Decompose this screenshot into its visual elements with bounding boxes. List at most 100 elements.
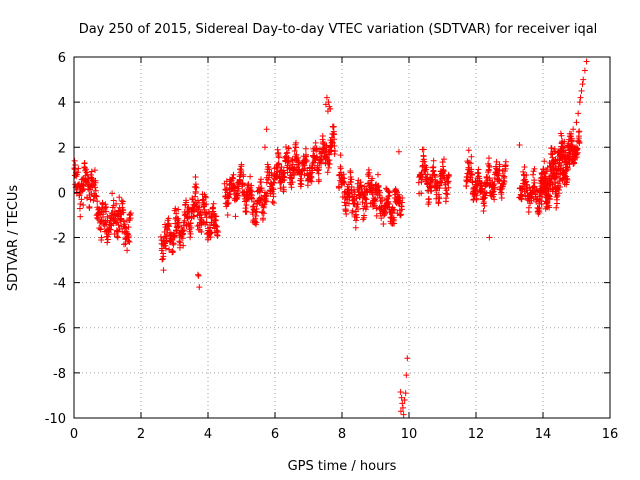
data-point [332, 148, 339, 155]
data-point [229, 174, 236, 181]
data-point [426, 183, 433, 190]
data-point [303, 157, 310, 164]
data-point [430, 168, 437, 175]
data-point [187, 230, 194, 237]
data-point [399, 404, 406, 411]
data-point [579, 81, 586, 88]
data-point [298, 181, 305, 188]
data-point [259, 208, 266, 215]
data-point [562, 149, 569, 156]
data-point [80, 182, 87, 189]
data-point [167, 235, 174, 242]
data-point [404, 355, 411, 362]
data-point [93, 193, 100, 200]
data-point [371, 196, 378, 203]
data-point [118, 197, 125, 204]
data-point [77, 201, 84, 208]
data-point [553, 204, 560, 211]
data-point [564, 176, 571, 183]
y-tick-label: -10 [45, 412, 66, 427]
data-point [87, 171, 94, 178]
data-point [302, 145, 309, 152]
data-point [259, 216, 266, 223]
data-point [424, 171, 431, 178]
data-point [302, 153, 309, 160]
data-point [328, 147, 335, 154]
data-point [270, 199, 277, 206]
data-point [160, 267, 167, 274]
data-point [501, 173, 508, 180]
data-point [121, 241, 128, 248]
data-point [378, 215, 385, 222]
data-point [253, 205, 260, 212]
data-point [180, 230, 187, 237]
data-point [261, 144, 268, 151]
data-point [391, 220, 398, 227]
data-point [344, 186, 351, 193]
data-point [348, 176, 355, 183]
data-point [325, 164, 332, 171]
data-point [239, 180, 246, 187]
data-point [445, 178, 452, 185]
data-point [495, 170, 502, 177]
data-point [527, 200, 534, 207]
data-point [465, 147, 472, 154]
data-point [469, 179, 476, 186]
data-point [277, 185, 284, 192]
data-point [390, 214, 397, 221]
data-point [90, 197, 97, 204]
data-point [284, 149, 291, 156]
data-point [397, 408, 404, 415]
y-axis-label: SDTVAR / TECUs [6, 185, 21, 292]
data-point [580, 76, 587, 83]
data-point [502, 165, 509, 172]
data-point [340, 171, 347, 178]
data-point [285, 145, 292, 152]
data-point [445, 184, 452, 191]
x-tick-label: 4 [204, 427, 212, 442]
data-point [496, 161, 503, 168]
data-point [336, 184, 343, 191]
data-point [485, 155, 492, 162]
data-point [480, 208, 487, 215]
data-point [386, 189, 393, 196]
data-point [545, 192, 552, 199]
data-point [537, 186, 544, 193]
data-point [366, 169, 373, 176]
data-point [403, 372, 410, 379]
data-point [313, 153, 320, 160]
data-point [501, 178, 508, 185]
data-point [191, 213, 198, 220]
x-tick-label: 8 [338, 427, 346, 442]
data-point [227, 190, 234, 197]
data-point [313, 145, 320, 152]
data-point [397, 212, 404, 219]
data-point [428, 182, 435, 189]
x-tick-label: 0 [70, 427, 78, 442]
data-point [192, 193, 199, 200]
data-point [203, 201, 210, 208]
data-point [421, 158, 428, 165]
data-point [224, 211, 231, 218]
data-point [196, 204, 203, 211]
data-point [554, 200, 561, 207]
data-point [177, 239, 184, 246]
data-point [86, 203, 93, 210]
data-point [518, 192, 525, 199]
data-point [398, 211, 405, 218]
data-point [170, 248, 177, 255]
data-points [71, 58, 590, 418]
data-point [104, 239, 111, 246]
y-tick-label: 0 [58, 186, 66, 201]
data-point [183, 197, 190, 204]
data-point [436, 195, 443, 202]
data-point [399, 400, 406, 407]
data-point [467, 160, 474, 167]
data-point [166, 246, 173, 253]
axis-ticks [73, 56, 611, 419]
data-point [469, 171, 476, 178]
data-point [435, 199, 442, 206]
data-point [398, 394, 405, 401]
data-point [95, 215, 102, 222]
data-point [397, 389, 404, 396]
